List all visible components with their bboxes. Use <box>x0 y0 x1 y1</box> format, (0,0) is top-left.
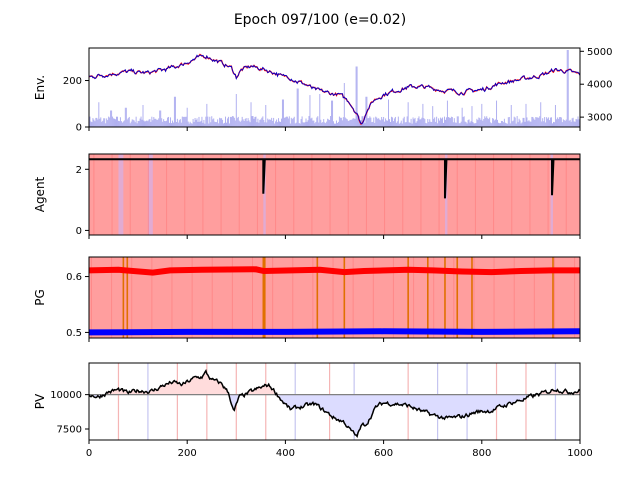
agent-band <box>444 154 448 235</box>
agent-y-label-1: 2 <box>76 165 82 176</box>
pg-y-label-0: 0.5 <box>66 328 82 339</box>
pg-series-blue <box>88 328 581 336</box>
pg-ylabel: PG <box>33 289 47 306</box>
price-line-red <box>88 53 581 126</box>
agent-frame <box>88 153 581 236</box>
agent-position-line <box>89 158 580 199</box>
agent-band <box>118 154 124 235</box>
pv-fill-below <box>89 394 580 437</box>
agent-ylabel: Agent <box>33 176 47 212</box>
x-tick-label-2: 400 <box>276 448 295 459</box>
env-y2-label-2: 5000 <box>587 47 612 58</box>
x-tick-label-5: 1000 <box>567 448 592 459</box>
env-ylabel: Env. <box>33 75 47 100</box>
pg-y-label-1: 0.6 <box>66 272 82 283</box>
pg-frame <box>88 256 581 339</box>
agent-background <box>89 154 580 235</box>
agent-y-label-0: 0 <box>76 226 82 237</box>
pv-ylabel: PV <box>33 393 47 409</box>
x-axis: 0 200 400 600 800 1000 <box>86 440 593 459</box>
env-panel: 0 200 3000 4000 5000 Env. <box>33 47 612 134</box>
pv-y-label-1: 10000 <box>50 390 82 401</box>
env-y-label-1: 200 <box>63 76 82 87</box>
env-y2-label-1: 4000 <box>587 80 612 91</box>
agent-band <box>147 154 153 235</box>
figure-title: Epoch 097/100 (e=0.02) <box>234 12 406 28</box>
x-tick-label-4: 800 <box>472 448 491 459</box>
agent-panel: 0 2 Agent <box>33 153 581 239</box>
agent-band <box>263 154 266 235</box>
price-line-blue <box>88 54 581 125</box>
x-tick-label-1: 200 <box>178 448 197 459</box>
pg-series-red <box>88 266 580 276</box>
env-y-label-0: 0 <box>76 123 82 134</box>
pv-line <box>88 369 581 438</box>
env-y2-label-0: 3000 <box>587 113 612 124</box>
pv-y-label-0: 7500 <box>57 425 82 436</box>
env-frame <box>88 47 581 128</box>
x-tick-label-0: 0 <box>86 448 92 459</box>
pv-fill-above <box>89 370 580 395</box>
pg-panel: 0.5 0.6 PG <box>33 256 581 342</box>
pv-frame <box>88 362 581 441</box>
x-tick-label-3: 600 <box>374 448 393 459</box>
